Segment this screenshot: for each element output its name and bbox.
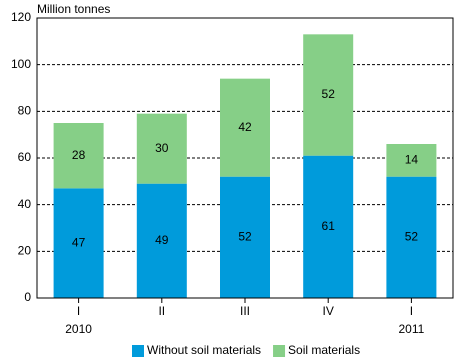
x-tick-label: III <box>240 304 250 318</box>
y-tick-label: 100 <box>11 57 31 71</box>
data-label: 52 <box>405 230 419 244</box>
bar-segment <box>303 155 354 298</box>
y-tick-label: 0 <box>24 290 31 304</box>
y-tick-label: 20 <box>18 244 32 258</box>
plot-frame <box>36 17 454 299</box>
legend: Without soil materials Soil materials <box>132 343 360 357</box>
bar-segment <box>303 34 354 156</box>
x-tick-label: I <box>77 304 80 318</box>
data-label: 49 <box>155 233 169 247</box>
data-label: 61 <box>322 219 336 233</box>
legend-swatch <box>273 345 286 357</box>
y-axis-label: Million tonnes <box>37 2 110 16</box>
x-tick-label: II <box>158 304 165 318</box>
bar-segment <box>136 113 187 184</box>
x-group-label: 2010 <box>65 322 92 336</box>
y-tick-label: 80 <box>18 104 32 118</box>
legend-swatch <box>132 345 144 357</box>
y-tick-label: 60 <box>18 150 32 164</box>
x-tick-label: I <box>410 304 413 318</box>
bar-segment <box>386 176 437 298</box>
data-label: 28 <box>72 148 86 162</box>
data-label: 47 <box>72 235 86 249</box>
data-label: 14 <box>405 153 419 167</box>
bar-segment <box>220 78 270 177</box>
y-tick-label: 120 <box>11 10 31 24</box>
bar-segment <box>386 144 437 177</box>
bar-segment <box>53 188 104 298</box>
x-group-label: 2011 <box>398 322 424 336</box>
legend-label: Without soil materials <box>147 343 261 357</box>
data-label: 42 <box>238 120 252 134</box>
x-tick-label: IV <box>323 304 334 318</box>
legend-label: Soil materials <box>288 343 360 357</box>
bar-segment <box>220 176 270 298</box>
bar-segment <box>53 123 104 189</box>
data-label: 30 <box>155 141 169 155</box>
bar-segment <box>136 183 187 298</box>
y-tick-label: 40 <box>18 197 32 211</box>
data-label: 52 <box>238 230 252 244</box>
data-label: 52 <box>322 87 336 101</box>
